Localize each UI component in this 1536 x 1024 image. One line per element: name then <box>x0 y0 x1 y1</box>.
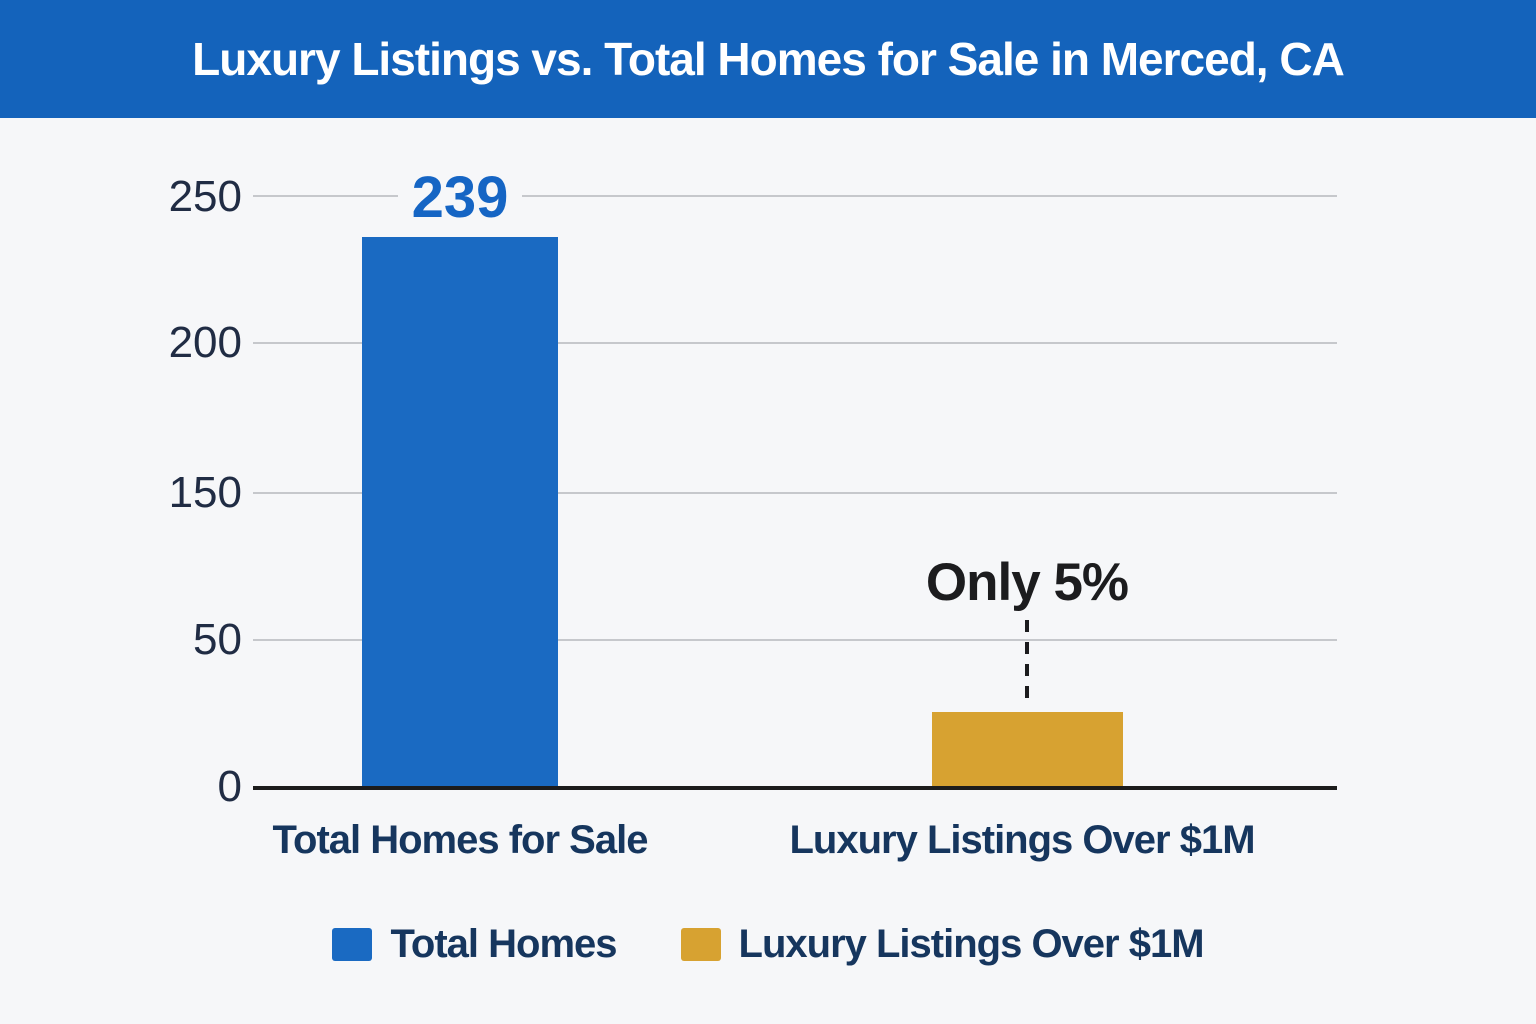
y-tick-label-150: 150 <box>168 468 242 517</box>
legend-swatch-luxury-listings <box>680 928 721 961</box>
legend-label-luxury-listings: Luxury Listings Over $1M <box>738 922 1205 966</box>
bar-total-homes <box>362 237 558 786</box>
legend: Total Homes Luxury Listings Over $1M <box>0 922 1536 967</box>
gridline-250 <box>253 195 1337 197</box>
bar-value-label-wrap: 239 <box>322 166 598 230</box>
bar-luxury-listings <box>932 712 1123 786</box>
x-category-label-total-homes: Total Homes for Sale <box>272 818 649 862</box>
bar-value-label: 239 <box>397 166 523 230</box>
x-category-label-luxury-listings: Luxury Listings Over $1M <box>789 818 1255 862</box>
title-banner: Luxury Listings vs. Total Homes for Sale… <box>0 0 1536 118</box>
legend-item-total-homes: Total Homes <box>332 922 618 967</box>
gridline-50 <box>253 639 1337 641</box>
legend-label-total-homes: Total Homes <box>390 922 617 966</box>
y-tick-label-200: 200 <box>168 318 242 367</box>
annotation-only-5-percent: Only 5% <box>925 553 1129 612</box>
gridline-150 <box>253 492 1337 494</box>
y-tick-label-50: 50 <box>193 615 242 664</box>
chart-title: Luxury Listings vs. Total Homes for Sale… <box>192 33 1345 85</box>
legend-swatch-total-homes <box>332 928 373 961</box>
annotation-pointer-line <box>1025 620 1029 704</box>
gridline-200 <box>253 342 1337 344</box>
y-tick-label-250: 250 <box>168 172 242 221</box>
y-tick-label-0: 0 <box>217 762 242 811</box>
legend-item-luxury-listings: Luxury Listings Over $1M <box>680 922 1205 967</box>
x-axis-line <box>253 786 1337 790</box>
